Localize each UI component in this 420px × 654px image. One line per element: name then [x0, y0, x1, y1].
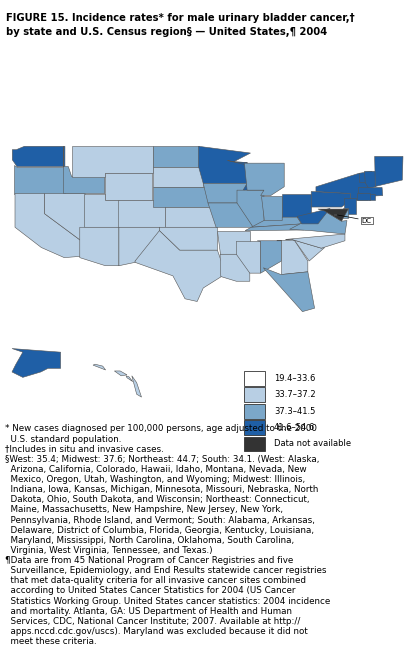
Text: apps.nccd.cdc.gov/uscs). Maryland was excluded because it did not: apps.nccd.cdc.gov/uscs). Maryland was ex… [5, 627, 308, 636]
Polygon shape [135, 231, 223, 301]
Text: 37.3–41.5: 37.3–41.5 [274, 407, 315, 416]
Polygon shape [260, 196, 282, 220]
Polygon shape [126, 376, 133, 382]
Polygon shape [63, 146, 105, 194]
Polygon shape [93, 364, 106, 370]
Polygon shape [297, 209, 330, 224]
Polygon shape [218, 231, 250, 254]
Polygon shape [291, 239, 325, 261]
FancyBboxPatch shape [244, 371, 265, 386]
Text: Maine, Massachusetts, New Hampshire, New Jersey, New York,: Maine, Massachusetts, New Hampshire, New… [5, 506, 284, 515]
Text: that met data-quality criteria for all invasive cancer sites combined: that met data-quality criteria for all i… [5, 576, 307, 585]
Text: Surveillance, Epidemiology, and End Results statewide cancer registries: Surveillance, Epidemiology, and End Resu… [5, 566, 327, 575]
Polygon shape [12, 349, 60, 377]
Polygon shape [15, 194, 81, 258]
Text: by state and U.S. Census region§ — United States,¶ 2004: by state and U.S. Census region§ — Unite… [6, 27, 328, 37]
Polygon shape [245, 224, 304, 231]
Text: Services, CDC, National Cancer Institute; 2007. Available at http://: Services, CDC, National Cancer Institute… [5, 617, 301, 626]
Text: 33.7–37.2: 33.7–37.2 [274, 390, 315, 400]
Polygon shape [236, 241, 260, 273]
Text: §West: 35.4; Midwest: 37.6; Northeast: 44.7; South: 34.1. (West: Alaska,: §West: 35.4; Midwest: 37.6; Northeast: 4… [5, 455, 320, 464]
Polygon shape [199, 146, 250, 183]
Polygon shape [251, 217, 302, 228]
Polygon shape [344, 198, 356, 215]
Text: meet these criteria.: meet these criteria. [5, 637, 97, 646]
Text: Dakota, Ohio, South Dakota, and Wisconsin; Northeast: Connecticut,: Dakota, Ohio, South Dakota, and Wisconsi… [5, 495, 310, 504]
Polygon shape [13, 165, 65, 194]
Polygon shape [208, 203, 253, 228]
Polygon shape [263, 267, 315, 311]
Text: ¶Data are from 45 National Program of Cancer Registries and five: ¶Data are from 45 National Program of Ca… [5, 556, 294, 565]
Polygon shape [365, 171, 375, 188]
Polygon shape [12, 146, 65, 167]
Polygon shape [359, 171, 372, 182]
Polygon shape [45, 194, 85, 241]
Polygon shape [286, 234, 345, 248]
Text: 19.4–33.6: 19.4–33.6 [274, 374, 315, 383]
Text: Mexico, Oregon, Utah, Washington, and Wyoming; Midwest: Illinois,: Mexico, Oregon, Utah, Washington, and Wy… [5, 475, 306, 484]
Polygon shape [119, 228, 160, 266]
Polygon shape [114, 371, 127, 376]
Text: 41.6–54.6: 41.6–54.6 [274, 423, 315, 432]
Polygon shape [318, 209, 348, 221]
Polygon shape [237, 190, 264, 228]
Polygon shape [257, 241, 281, 273]
Text: FIGURE 15. Incidence rates* for male urinary bladder cancer,†: FIGURE 15. Incidence rates* for male uri… [6, 13, 355, 23]
Text: Statistics Working Group. United States cancer statistics: 2004 incidence: Statistics Working Group. United States … [5, 596, 331, 606]
Polygon shape [357, 193, 370, 200]
Text: †Includes in situ and invasive cases.: †Includes in situ and invasive cases. [5, 445, 164, 454]
Polygon shape [80, 228, 119, 266]
Polygon shape [152, 187, 211, 207]
Text: Virginia, West Virginia, Tennessee, and Texas.): Virginia, West Virginia, Tennessee, and … [5, 546, 213, 555]
FancyBboxPatch shape [244, 387, 265, 402]
Polygon shape [334, 214, 336, 215]
Polygon shape [220, 254, 250, 281]
Polygon shape [343, 209, 348, 218]
Text: DC: DC [338, 215, 372, 224]
Text: according to United States Cancer Statistics for 2004 (US Cancer: according to United States Cancer Statis… [5, 587, 296, 595]
Polygon shape [203, 183, 247, 203]
Text: Delaware, District of Columbia, Florida, Georgia, Kentucky, Louisiana,: Delaware, District of Columbia, Florida,… [5, 526, 315, 535]
Text: Pennsylvania, Rhode Island, and Vermont; South: Alabama, Arkansas,: Pennsylvania, Rhode Island, and Vermont;… [5, 515, 315, 525]
Text: * New cases diagnosed per 100,000 persons, age adjusted to the 2000: * New cases diagnosed per 100,000 person… [5, 424, 318, 434]
Polygon shape [105, 173, 152, 200]
Polygon shape [72, 146, 152, 177]
Text: Indiana, Iowa, Kansas, Michigan, Minnesota, Missouri, Nebraska, North: Indiana, Iowa, Kansas, Michigan, Minneso… [5, 485, 319, 494]
Text: and mortality. Atlanta, GA: US Department of Health and Human: and mortality. Atlanta, GA: US Departmen… [5, 607, 292, 615]
Polygon shape [311, 192, 350, 207]
Polygon shape [290, 211, 347, 234]
Polygon shape [132, 376, 142, 397]
Polygon shape [358, 188, 383, 196]
Polygon shape [165, 207, 216, 228]
Polygon shape [282, 194, 311, 217]
Text: U.S. standard population.: U.S. standard population. [5, 434, 122, 443]
Text: Maryland, Mississippi, North Carolina, Oklahoma, South Carolina,: Maryland, Mississippi, North Carolina, O… [5, 536, 294, 545]
Polygon shape [375, 156, 403, 187]
Polygon shape [84, 194, 119, 228]
Polygon shape [152, 146, 199, 167]
FancyBboxPatch shape [244, 420, 265, 435]
Polygon shape [316, 173, 369, 200]
Polygon shape [118, 200, 165, 228]
Polygon shape [228, 160, 268, 190]
Text: Arizona, California, Colorado, Hawaii, Idaho, Montana, Nevada, New: Arizona, California, Colorado, Hawaii, I… [5, 465, 307, 474]
Polygon shape [244, 163, 284, 196]
Polygon shape [277, 240, 308, 275]
Polygon shape [369, 194, 375, 199]
FancyBboxPatch shape [244, 437, 265, 451]
Polygon shape [160, 228, 218, 250]
FancyBboxPatch shape [244, 404, 265, 419]
Polygon shape [152, 167, 202, 187]
Text: Data not available: Data not available [274, 439, 351, 449]
